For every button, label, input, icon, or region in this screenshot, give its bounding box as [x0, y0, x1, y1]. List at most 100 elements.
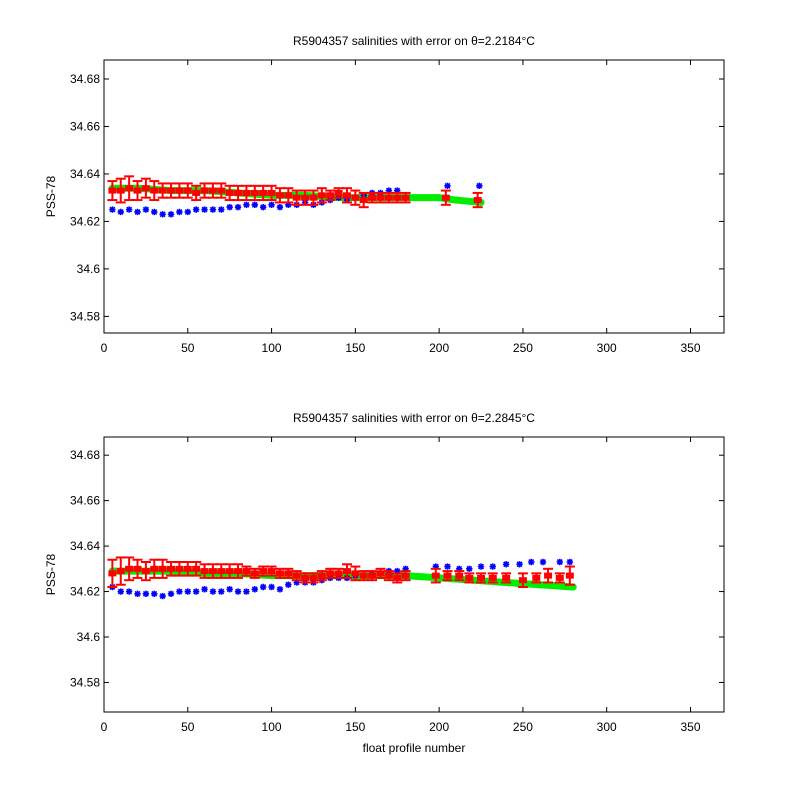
- data-point: [555, 574, 564, 581]
- error-bar: [274, 567, 285, 579]
- data-point: [234, 588, 242, 595]
- error-bar: [531, 572, 542, 584]
- error-bar: [199, 182, 210, 199]
- error-bar: [224, 184, 235, 202]
- error-bar: [517, 572, 528, 588]
- error-bar: [333, 567, 344, 579]
- data-point: [133, 187, 142, 194]
- error-bar: [400, 570, 411, 582]
- y-tick-label: 34.62: [70, 214, 100, 228]
- data-point: [133, 565, 142, 572]
- error-bar: [440, 189, 451, 206]
- data-point: [159, 592, 166, 600]
- error-bar: [249, 567, 260, 579]
- data-point: [565, 572, 574, 579]
- error-bar: [233, 184, 244, 202]
- y-tick-label: 34.66: [70, 119, 100, 133]
- data-point: [276, 586, 284, 593]
- data-point: [385, 187, 393, 194]
- error-bar: [207, 563, 218, 579]
- data-point: [167, 211, 175, 218]
- data-point: [502, 574, 511, 581]
- error-bar: [543, 567, 554, 584]
- data-point: [368, 194, 377, 201]
- data-point: [175, 187, 184, 194]
- error-bar: [249, 184, 260, 202]
- error-bar: [341, 563, 352, 579]
- data-point: [184, 588, 191, 595]
- data-point: [556, 558, 563, 566]
- data-point: [234, 203, 242, 211]
- data-point: [158, 187, 167, 194]
- data-point: [544, 572, 553, 579]
- x-axis-label: float profile number: [363, 741, 466, 755]
- error-bar: [487, 572, 498, 584]
- chart-title: R5904357 salinities with error on θ=2.21…: [293, 34, 535, 48]
- data-point: [250, 570, 259, 577]
- error-bar: [124, 175, 135, 202]
- data-point: [226, 586, 233, 593]
- error-bar: [224, 563, 235, 579]
- x-tick-label: 150: [345, 341, 365, 355]
- chart-panel-2: 0 50 100 150 200 250 300 350 34.58 34.6 34.62 34.64…: [44, 411, 725, 755]
- data-point: [317, 572, 326, 579]
- data-point: [301, 574, 310, 581]
- x-tick-label: 200: [429, 341, 449, 355]
- y-tick-label: 34.64: [70, 167, 100, 181]
- data-point: [201, 206, 208, 213]
- error-bar: [564, 565, 575, 586]
- error-bar: [383, 570, 394, 582]
- data-point: [167, 565, 176, 572]
- data-point: [251, 201, 259, 209]
- error-bar: [308, 189, 319, 206]
- data-point: [532, 574, 541, 581]
- error-bar: [233, 563, 244, 579]
- data-point: [334, 570, 343, 577]
- error-bar: [283, 187, 294, 204]
- data-point: [309, 194, 318, 201]
- data-point: [116, 187, 125, 194]
- data-point: [359, 572, 368, 579]
- y-tick-label: 34.64: [70, 539, 100, 553]
- data-point: [444, 182, 451, 190]
- y-tick-label: 34.66: [70, 494, 100, 508]
- error-bar: [308, 572, 319, 584]
- data-point: [292, 194, 301, 201]
- data-point: [351, 570, 360, 577]
- data-point: [251, 586, 259, 593]
- data-point: [125, 565, 134, 572]
- error-bar: [207, 182, 218, 199]
- data-point: [125, 185, 134, 192]
- data-point: [488, 574, 497, 581]
- error-bar: [199, 563, 210, 579]
- data-point: [368, 572, 377, 579]
- error-bar: [157, 558, 168, 579]
- x-tick-label: 300: [597, 720, 617, 734]
- error-bar: [358, 570, 369, 582]
- data-point: [117, 208, 124, 216]
- data-point: [267, 568, 276, 575]
- data-point: [159, 211, 166, 218]
- data-point: [275, 570, 284, 577]
- error-bar: [157, 182, 168, 199]
- error-bar: [216, 182, 227, 199]
- y-tick-label: 34.6: [77, 262, 101, 276]
- error-bar: [367, 570, 378, 582]
- error-bar: [166, 182, 177, 199]
- error-bar: [291, 570, 302, 582]
- error-bar: [149, 558, 160, 579]
- data-point: [200, 187, 209, 194]
- data-point: [192, 565, 201, 572]
- data-point: [292, 572, 301, 579]
- error-bar: [350, 189, 361, 206]
- error-bar: [174, 182, 185, 199]
- data-point: [284, 570, 293, 577]
- data-point: [351, 194, 360, 201]
- y-tick-label: 34.58: [70, 675, 100, 689]
- data-point: [502, 561, 510, 568]
- data-point: [158, 565, 167, 572]
- data-point: [109, 206, 116, 213]
- data-point: [393, 194, 402, 201]
- data-point: [384, 572, 393, 579]
- data-point: [108, 570, 117, 577]
